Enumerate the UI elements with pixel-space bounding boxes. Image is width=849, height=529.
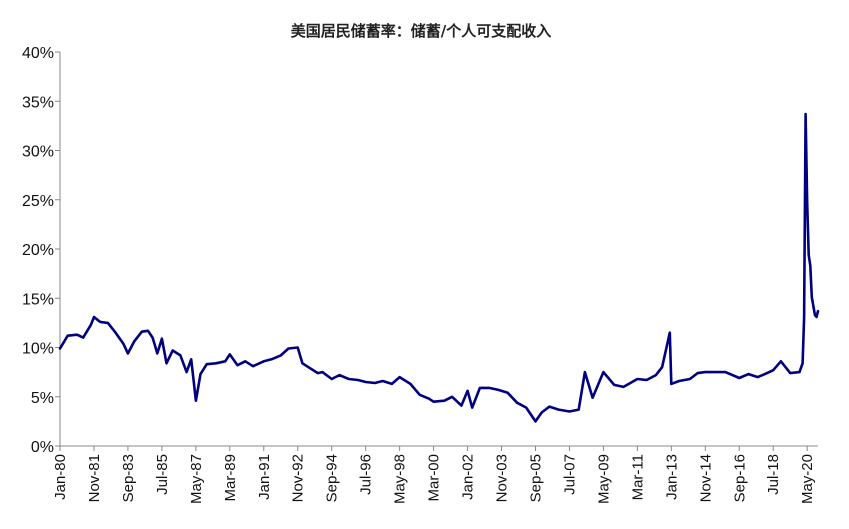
y-tick-label: 25% bbox=[22, 193, 54, 210]
y-tick-label: 40% bbox=[22, 45, 54, 62]
y-tick-label: 15% bbox=[22, 291, 54, 308]
y-tick-label: 0% bbox=[31, 439, 54, 456]
x-tick-label: Jul-18 bbox=[765, 454, 782, 495]
x-tick-label: Sep-05 bbox=[527, 454, 544, 502]
x-tick-label: Nov-14 bbox=[697, 454, 714, 502]
y-tick-label: 20% bbox=[22, 242, 54, 259]
x-axis: Jan-80 Nov-81 Sep-83 Jul-85 May-87 Mar-89 Jan-… bbox=[52, 445, 818, 504]
x-tick-label: Jul-07 bbox=[561, 454, 578, 495]
x-tick-label: May-98 bbox=[392, 454, 409, 504]
y-tick-label: 10% bbox=[22, 341, 54, 358]
x-tick-label: Sep-83 bbox=[120, 454, 137, 502]
x-tick-label: Jul-96 bbox=[358, 454, 375, 495]
x-tick-label: Mar-89 bbox=[222, 454, 239, 502]
y-axis: 0% 5% 10% 15% 20% 25% 30% 35% 40% bbox=[22, 45, 61, 456]
x-tick-label: Nov-92 bbox=[290, 454, 307, 502]
x-tick-label: Nov-03 bbox=[494, 454, 511, 502]
plot-area bbox=[58, 112, 820, 423]
y-tick-label: 5% bbox=[31, 390, 54, 407]
x-tick-label: Jan-13 bbox=[663, 454, 680, 500]
x-tick-label: Sep-16 bbox=[731, 454, 748, 502]
chart-title: 美国居民储蓄率：储蓄/个人可支配收入 bbox=[291, 22, 551, 40]
x-tick-label: Nov-81 bbox=[86, 454, 103, 502]
savings-rate-line bbox=[58, 112, 820, 423]
y-tick-label: 30% bbox=[22, 144, 54, 161]
x-tick-label: Jan-80 bbox=[52, 454, 69, 500]
x-tick-label: May-87 bbox=[188, 454, 205, 504]
x-tick-label: Mar-11 bbox=[629, 454, 646, 500]
x-tick-label: Sep-94 bbox=[324, 454, 341, 502]
x-tick-label: May-20 bbox=[799, 454, 816, 504]
x-tick-label: Mar-00 bbox=[426, 454, 443, 502]
x-tick-label: Jan-02 bbox=[460, 454, 477, 500]
y-tick-label: 35% bbox=[22, 94, 54, 111]
x-tick-label: Jul-85 bbox=[154, 454, 171, 495]
x-tick-label: Jan-91 bbox=[256, 454, 273, 500]
x-tick-label: May-09 bbox=[595, 454, 612, 504]
